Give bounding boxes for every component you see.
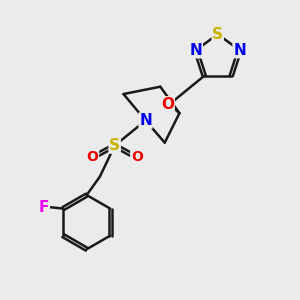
Text: N: N <box>233 43 246 58</box>
Text: O: O <box>87 150 98 164</box>
Text: S: S <box>212 27 223 42</box>
Text: F: F <box>39 200 49 214</box>
Text: N: N <box>190 43 202 58</box>
Text: N: N <box>139 113 152 128</box>
Text: S: S <box>109 138 120 153</box>
Text: O: O <box>131 150 143 164</box>
Text: O: O <box>161 97 174 112</box>
